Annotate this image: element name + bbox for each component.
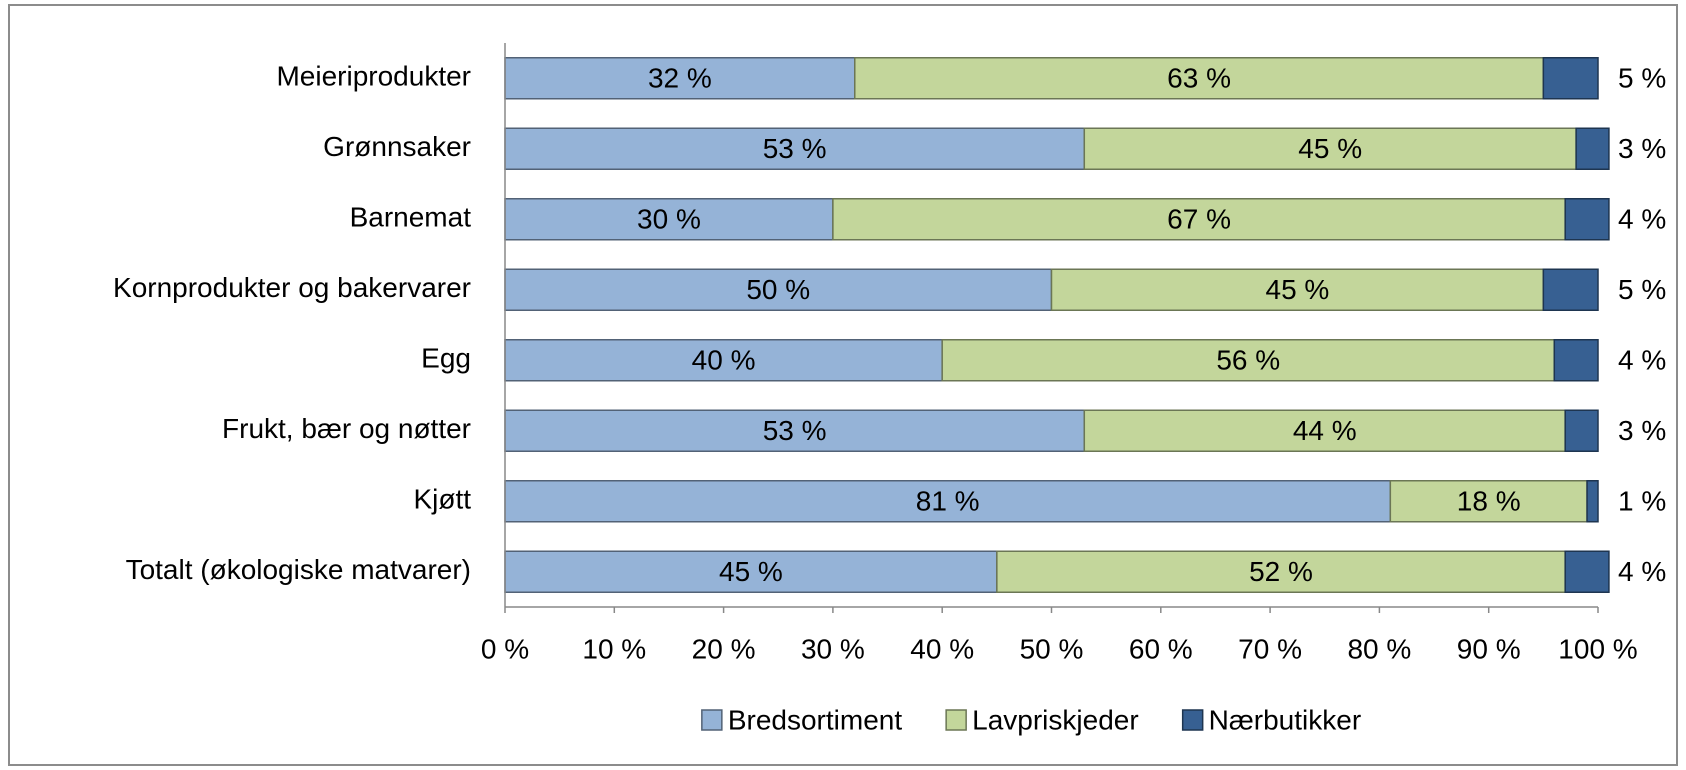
data-label: 81 % (916, 486, 980, 517)
legend-label: Bredsortiment (728, 704, 903, 735)
y-tick-label: Grønnsaker (323, 131, 471, 162)
data-label: 32 % (648, 63, 712, 94)
data-label: 30 % (637, 204, 701, 235)
bar-segment (504, 480, 1392, 523)
bar-segment (1083, 127, 1577, 170)
y-tick-label: Kornprodukter og bakervarer (113, 272, 471, 303)
x-tick-label: 40 % (910, 633, 974, 664)
bar-segment (1586, 480, 1599, 523)
bar-segment (1553, 339, 1599, 382)
data-label: 1 % (1618, 486, 1666, 517)
x-tick-label: 10 % (582, 633, 646, 664)
legend-swatch (945, 709, 967, 731)
legend-label: Lavpriskjeder (972, 704, 1139, 735)
y-tick-label: Barnemat (350, 202, 472, 233)
y-tick-label: Meieriprodukter (276, 61, 471, 92)
data-label: 45 % (719, 556, 783, 587)
y-tick-label: Totalt (økologiske matvarer) (126, 554, 471, 585)
legend-label: Nærbutikker (1209, 704, 1361, 735)
data-label: 3 % (1618, 415, 1666, 446)
x-tick-label: 30 % (801, 633, 865, 664)
bar-segment (1575, 127, 1610, 170)
x-tick-label: 90 % (1457, 633, 1521, 664)
data-label: 3 % (1618, 133, 1666, 164)
x-tick-label: 60 % (1129, 633, 1193, 664)
bar-segment (996, 550, 1566, 593)
bar-segment (504, 57, 856, 100)
bar-segment (1542, 268, 1599, 311)
data-label: 53 % (763, 415, 827, 446)
data-label: 5 % (1618, 274, 1666, 305)
data-label: 4 % (1618, 345, 1666, 376)
bar-segment (1050, 268, 1545, 311)
bar-segment (504, 339, 943, 382)
data-label: 53 % (763, 133, 827, 164)
data-label: 45 % (1266, 274, 1330, 305)
data-label: 56 % (1216, 345, 1280, 376)
legend-swatch (701, 709, 723, 731)
y-tick-label: Frukt, bær og nøtter (222, 413, 471, 444)
y-tick-label: Kjøtt (413, 484, 471, 515)
data-label: 4 % (1618, 204, 1666, 235)
x-tick-label: 80 % (1347, 633, 1411, 664)
bar-segment (832, 198, 1566, 241)
legend-swatch (1181, 709, 1204, 731)
data-label: 44 % (1293, 415, 1357, 446)
x-tick-label: 50 % (1020, 633, 1084, 664)
x-tick-label: 70 % (1238, 633, 1302, 664)
bar-segment (1564, 198, 1610, 241)
x-tick-label: 0 % (481, 633, 529, 664)
data-label: 63 % (1167, 63, 1231, 94)
x-tick-label: 20 % (692, 633, 756, 664)
bar-segment (854, 57, 1545, 100)
data-label: 52 % (1249, 556, 1313, 587)
data-label: 67 % (1167, 204, 1231, 235)
bar-segment (1083, 409, 1566, 452)
bar-segment (1564, 409, 1599, 452)
data-label: 50 % (746, 274, 810, 305)
data-label: 5 % (1618, 63, 1666, 94)
data-label: 40 % (692, 345, 756, 376)
bar-segment (1542, 57, 1599, 100)
y-tick-label: Egg (421, 343, 471, 374)
bar-segment (504, 409, 1086, 452)
data-label: 45 % (1298, 133, 1362, 164)
data-label: 4 % (1618, 556, 1666, 587)
bar-segment (1564, 550, 1610, 593)
x-tick-label: 100 % (1558, 633, 1637, 664)
data-label: 18 % (1457, 486, 1521, 517)
